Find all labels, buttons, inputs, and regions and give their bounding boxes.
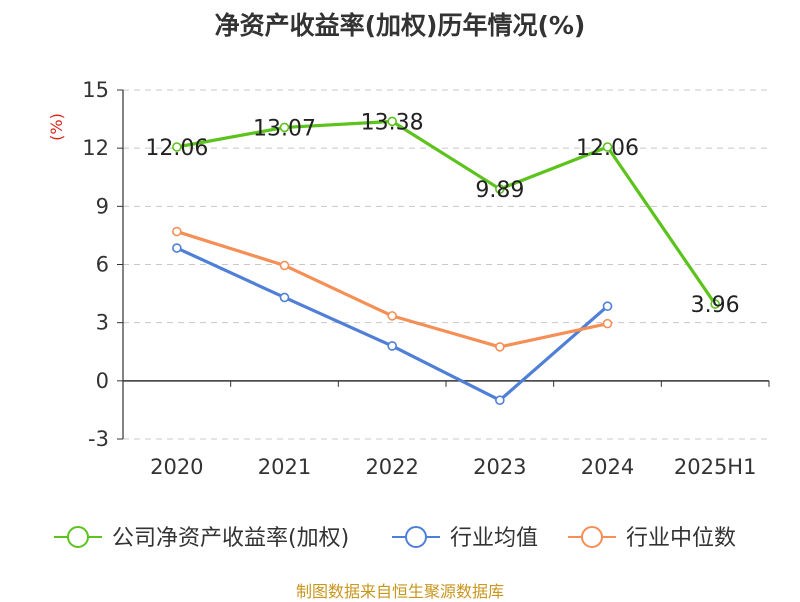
y-tick-label: 3: [96, 311, 109, 335]
data-point: [602, 318, 613, 329]
x-tick-label: 2023: [473, 455, 526, 479]
legend-marker: [581, 526, 603, 548]
data-point: [495, 395, 505, 406]
x-tick-label: 2021: [258, 455, 311, 479]
y-tick-label: 0: [96, 369, 109, 393]
y-tick-label: 6: [96, 253, 109, 277]
data-label: 12.06: [576, 136, 639, 161]
y-unit-label: (%): [47, 113, 66, 141]
y-tick-label: 12: [82, 136, 109, 160]
data-label: 3.96: [691, 293, 740, 318]
legend-marker: [405, 526, 427, 548]
data-point: [495, 342, 505, 352]
x-tick-label: 2020: [150, 455, 203, 479]
grid-layer: [123, 89, 769, 440]
axis-layer: -3 0 3 6 9 12 15 2020 2021 2022 2023 2024 2025H1 (%): [47, 78, 770, 479]
data-point: [387, 341, 397, 351]
legend-marker: [67, 526, 89, 548]
series-line-2: [176, 230, 608, 349]
data-point: [495, 184, 505, 194]
data-point: [279, 122, 290, 133]
data-point: [710, 299, 720, 309]
data-point: [172, 226, 182, 237]
data-label: 9.89: [475, 178, 524, 203]
y-tick-label: 15: [82, 78, 109, 102]
legend-layer: 公司净资产收益率(加权) 行业均值 行业中位数: [54, 526, 736, 551]
data-point: [279, 260, 290, 271]
legend-label: 行业中位数: [626, 526, 736, 551]
data-point: [172, 142, 182, 152]
x-tick-label: 2025H1: [674, 455, 757, 479]
data-label: 13.38: [361, 110, 424, 135]
series-line-0: [176, 119, 717, 305]
series-line-1: [176, 246, 609, 402]
x-tick-label: 2022: [365, 455, 418, 479]
series-layer: [172, 116, 720, 406]
data-label: 13.07: [253, 116, 316, 141]
data-point: [279, 292, 290, 303]
data-label: 12.06: [145, 136, 208, 161]
data-point: [602, 142, 613, 152]
chart-title: 净资产收益率(加权)历年情况(%): [214, 11, 586, 40]
data-point: [387, 311, 397, 321]
y-tick-label: -3: [88, 427, 109, 451]
source-note: 制图数据来自恒生聚源数据库: [295, 582, 504, 601]
label-layer: 12.06 13.07 13.38 9.89 12.06 3.96: [145, 110, 739, 318]
y-tick-label: 9: [96, 194, 109, 218]
data-point: [602, 301, 613, 311]
data-point: [172, 243, 182, 253]
data-point: [387, 116, 397, 127]
legend-label: 公司净资产收益率(加权): [112, 526, 349, 551]
x-tick-label: 2024: [581, 455, 634, 479]
legend-label: 行业均值: [450, 526, 538, 551]
